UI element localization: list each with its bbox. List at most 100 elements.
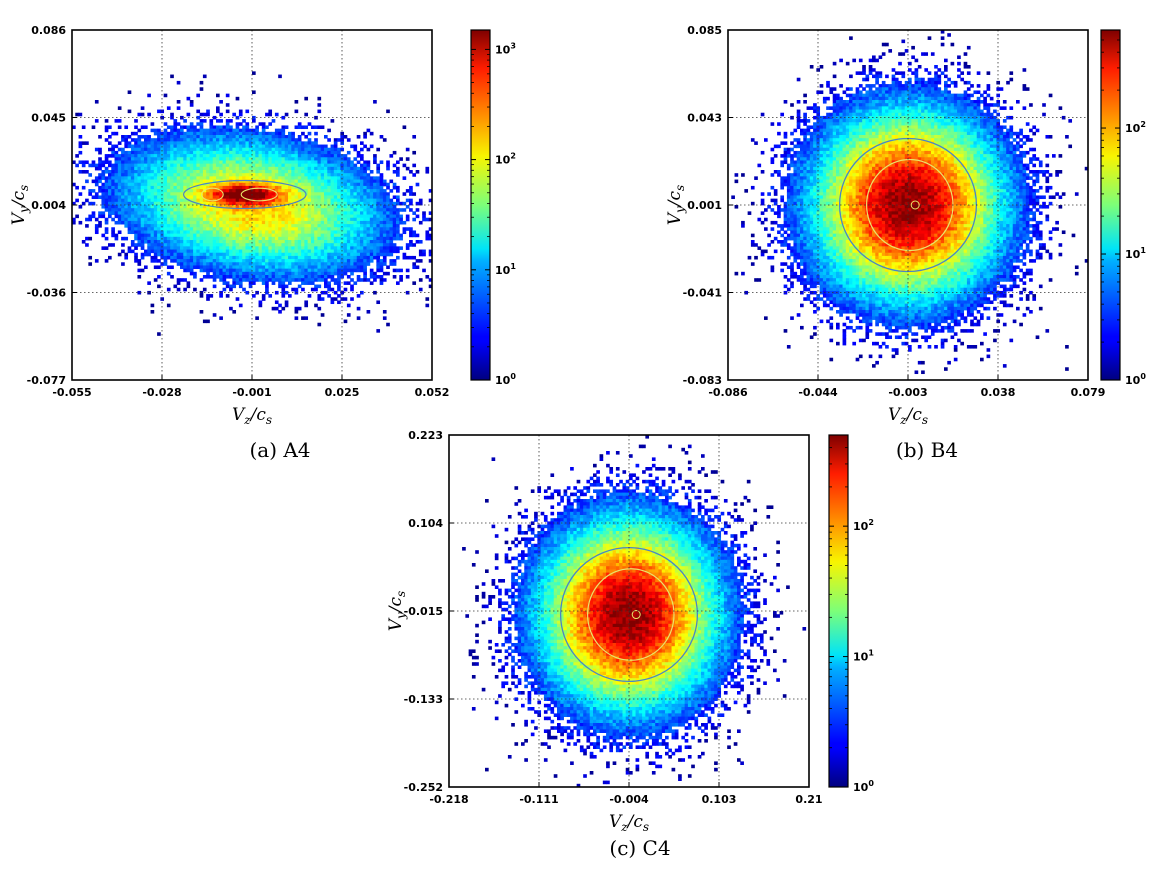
heatmap-cell xyxy=(369,214,374,219)
heatmap-cell xyxy=(288,141,292,145)
heatmap-cell xyxy=(189,208,194,212)
heatmap-cell xyxy=(212,115,217,120)
heatmap-cell xyxy=(94,163,99,168)
heatmap-cell xyxy=(278,185,282,190)
heatmap-cell xyxy=(265,125,269,130)
heatmap-cell xyxy=(212,227,217,231)
heatmap-cell xyxy=(317,236,322,241)
heatmap-cell xyxy=(180,173,184,177)
heatmap-cell xyxy=(819,65,824,69)
heatmap-cell xyxy=(379,211,384,215)
heatmap-cell xyxy=(186,195,191,200)
heatmap-cell xyxy=(111,205,115,209)
heatmap-cell xyxy=(212,138,217,142)
heatmap-cell xyxy=(976,106,981,110)
heatmap-cell xyxy=(130,243,135,247)
heatmap-cell xyxy=(229,271,233,276)
heatmap-cell xyxy=(235,233,240,238)
heatmap-cell xyxy=(144,208,148,212)
heatmap-cell xyxy=(881,42,886,47)
heatmap-cell xyxy=(337,189,341,193)
heatmap-cell xyxy=(294,201,299,206)
heatmap-cell xyxy=(134,198,138,203)
heatmap-cell xyxy=(147,170,151,174)
heatmap-cell xyxy=(327,189,331,193)
heatmap-cell xyxy=(281,281,286,285)
heatmap-cell xyxy=(140,233,145,238)
heatmap-cell xyxy=(327,287,331,292)
heatmap-cell xyxy=(235,150,240,155)
heatmap-cell xyxy=(121,201,125,206)
heatmap-cell xyxy=(144,185,148,190)
heatmap-cell xyxy=(363,249,367,254)
heatmap-cell xyxy=(307,176,312,180)
heatmap-cell xyxy=(153,166,158,171)
heatmap-cell xyxy=(353,173,358,177)
heatmap-cell xyxy=(163,144,168,149)
heatmap-cell xyxy=(245,128,250,133)
heatmap-cell xyxy=(209,211,214,215)
heatmap-cell xyxy=(134,220,138,225)
heatmap-cell xyxy=(225,182,230,187)
heatmap-cell xyxy=(219,316,223,320)
heatmap-cell xyxy=(297,163,302,168)
heatmap-cell xyxy=(307,217,312,222)
heatmap-cell xyxy=(163,227,168,231)
heatmap-cell xyxy=(274,189,279,193)
heatmap-cell xyxy=(396,249,400,254)
heatmap-cell xyxy=(278,249,282,254)
heatmap-cell xyxy=(255,205,259,209)
heatmap-cell xyxy=(134,160,138,165)
heatmap-cell xyxy=(265,243,269,247)
heatmap-cell xyxy=(163,185,168,190)
heatmap-cell xyxy=(340,290,345,295)
heatmap-cell xyxy=(422,214,426,219)
heatmap-cell xyxy=(124,135,129,139)
heatmap-cell xyxy=(356,306,361,311)
heatmap-cell xyxy=(908,84,912,88)
heatmap-cell xyxy=(288,294,292,298)
heatmap-cell xyxy=(278,141,282,145)
heatmap-cell xyxy=(245,255,250,260)
heatmap-cell xyxy=(238,138,243,142)
heatmap-cell xyxy=(252,214,256,219)
heatmap-cell xyxy=(307,147,312,152)
heatmap-cell xyxy=(284,160,289,165)
heatmap-cell xyxy=(297,125,302,130)
heatmap-cell xyxy=(176,201,181,206)
heatmap-cell xyxy=(376,329,381,333)
heatmap-cell xyxy=(986,84,991,88)
heatmap-cell xyxy=(911,55,915,60)
heatmap-cell xyxy=(101,189,106,193)
heatmap-cell xyxy=(409,192,413,196)
heatmap-cell xyxy=(137,192,142,196)
heatmap-cell xyxy=(310,243,315,247)
heatmap-cell xyxy=(173,119,178,123)
x-tick-label: 0.025 xyxy=(325,386,360,399)
heatmap-cell xyxy=(927,71,932,75)
heatmap-cell xyxy=(862,100,866,104)
heatmap-cell xyxy=(137,128,142,133)
heatmap-cell xyxy=(930,103,935,107)
heatmap-cell xyxy=(346,173,351,177)
heatmap-cell xyxy=(94,119,99,123)
heatmap-cell xyxy=(297,265,302,270)
heatmap-cell xyxy=(147,240,151,244)
heatmap-cell xyxy=(891,103,896,107)
heatmap-cell xyxy=(996,103,1001,107)
heatmap-cell xyxy=(379,262,384,266)
heatmap-cell xyxy=(193,271,197,276)
heatmap-cell xyxy=(914,109,919,114)
heatmap-cell xyxy=(176,138,181,142)
heatmap-cell xyxy=(114,173,119,177)
heatmap-cell xyxy=(163,208,168,212)
heatmap-cell xyxy=(930,100,935,104)
heatmap-cell xyxy=(373,198,377,203)
heatmap-cell xyxy=(258,122,263,126)
heatmap-cell xyxy=(225,166,230,171)
heatmap-cell xyxy=(265,141,269,145)
heatmap-cell xyxy=(245,160,250,165)
heatmap-cell xyxy=(137,262,142,266)
heatmap-cell xyxy=(150,208,155,212)
heatmap-cell xyxy=(317,275,322,279)
